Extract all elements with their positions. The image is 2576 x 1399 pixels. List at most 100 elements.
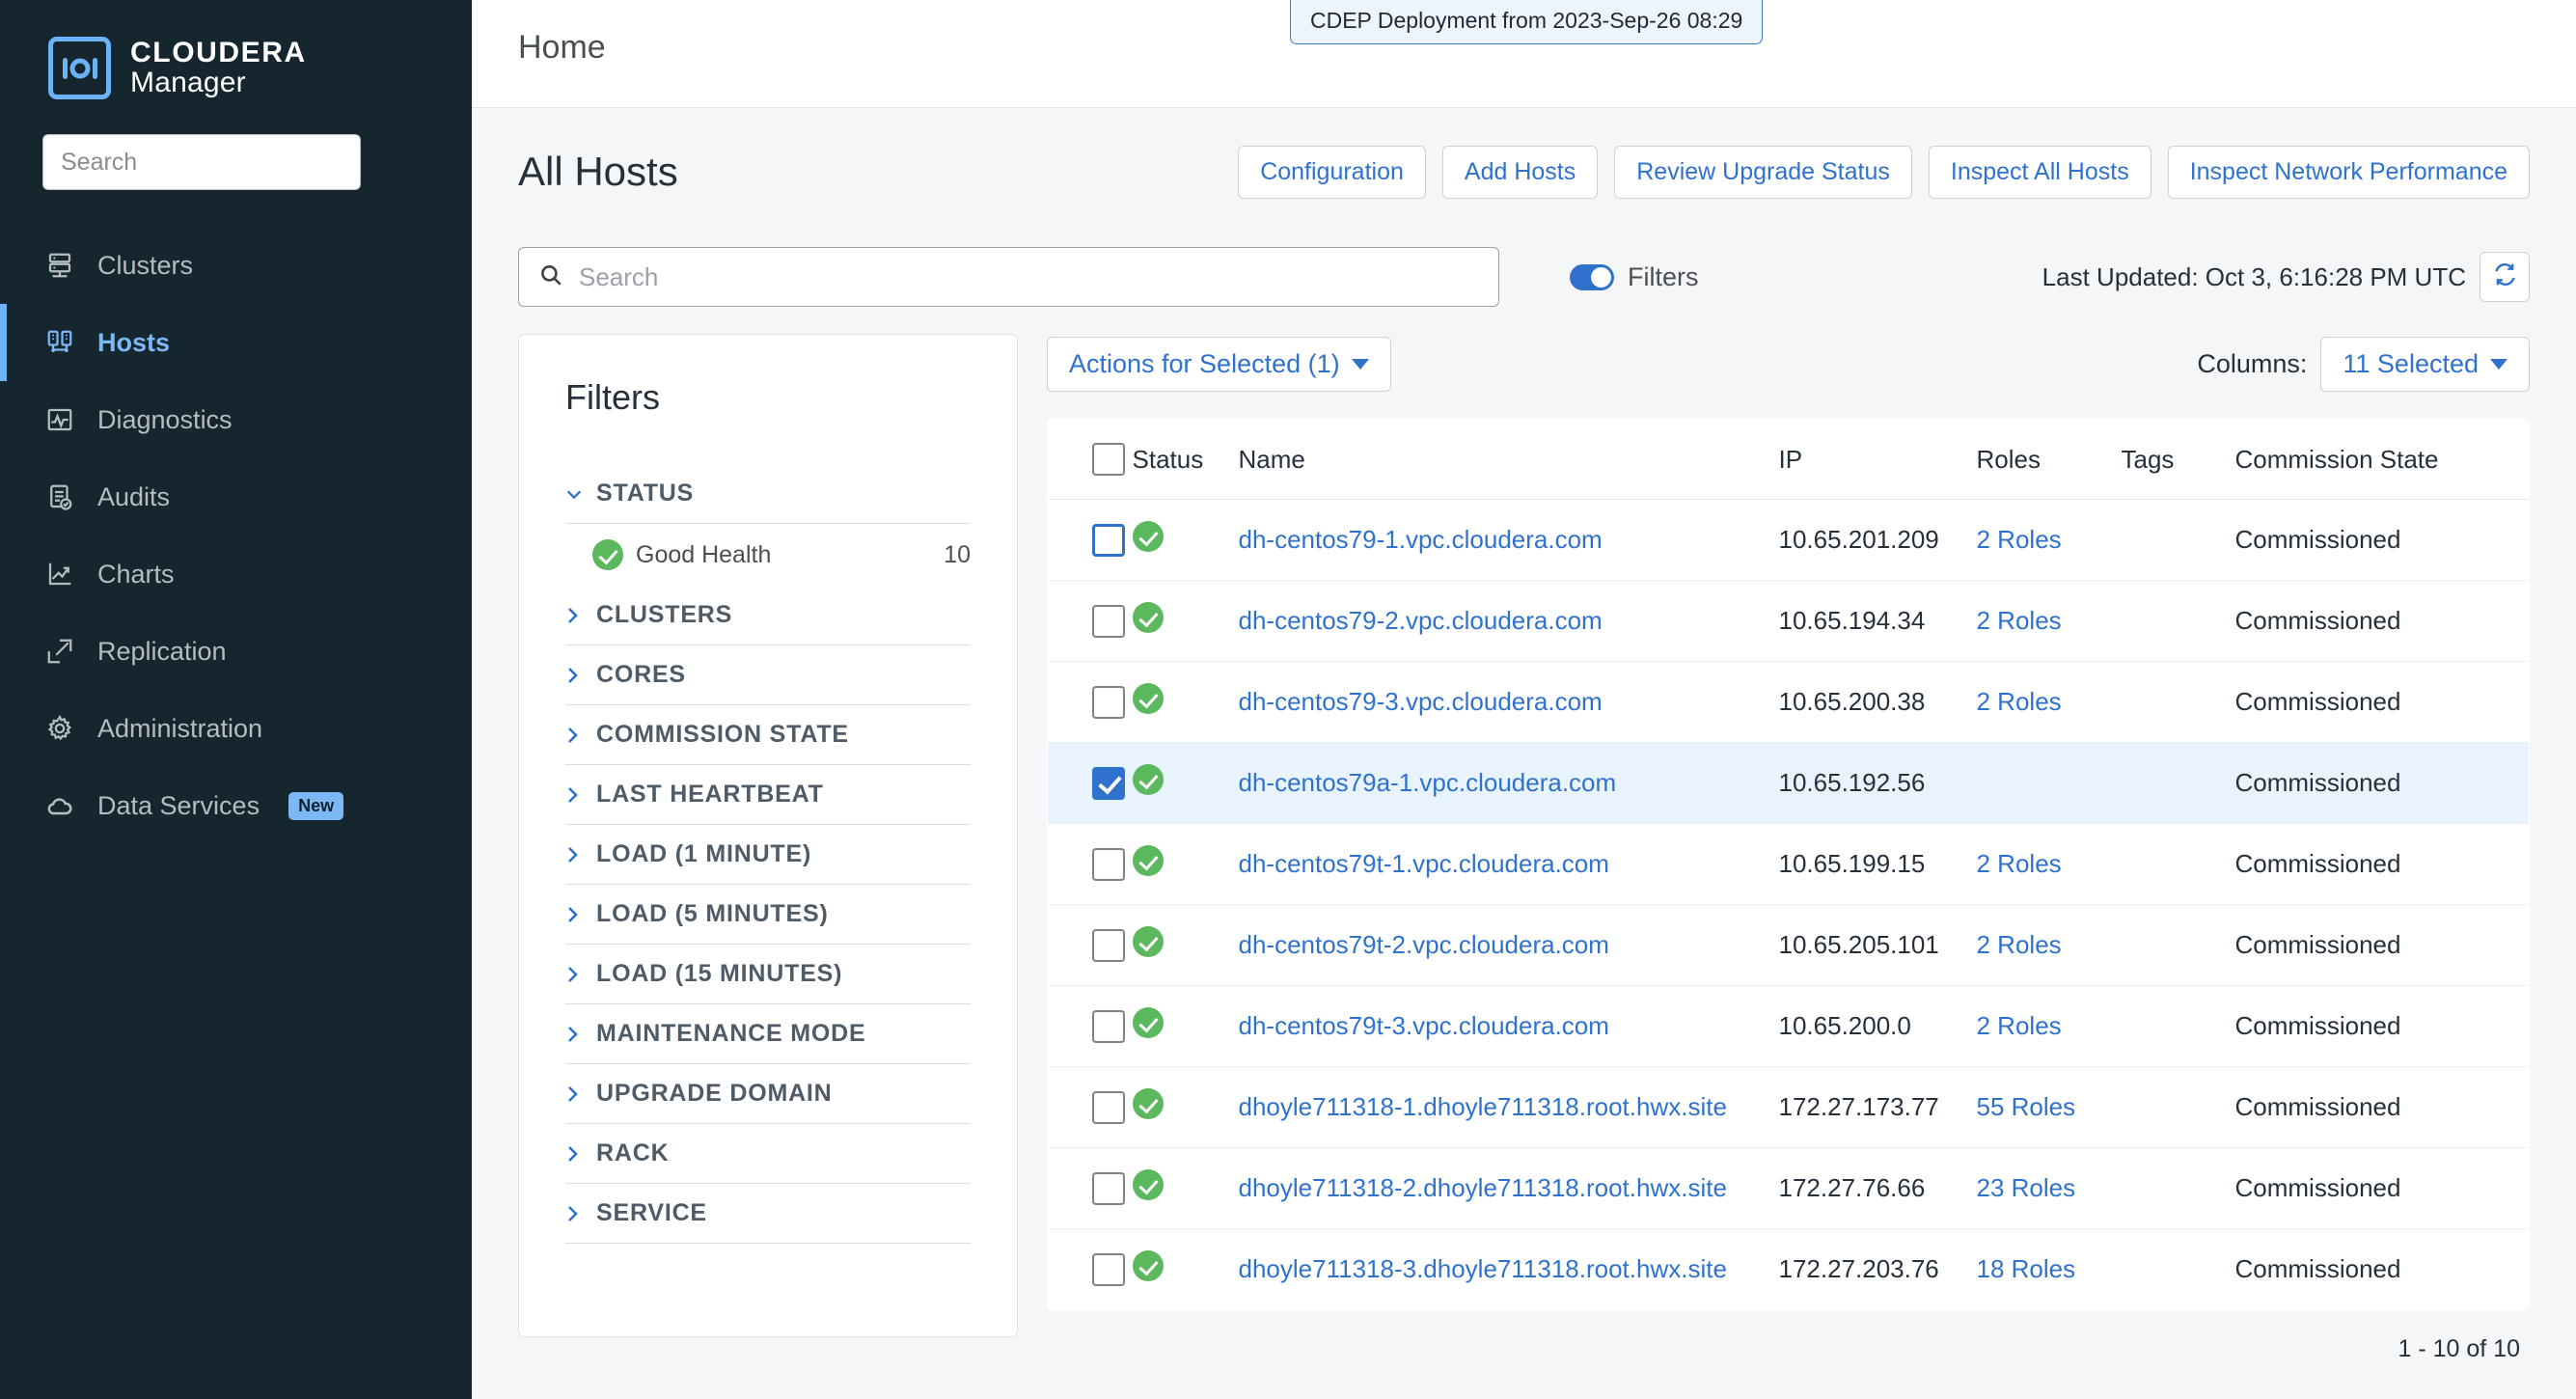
roles-link[interactable]: 23 Roles [1976, 1173, 2076, 1203]
filter-group-load-5-minutes: LOAD (5 MINUTES) [565, 885, 971, 945]
table-row[interactable]: dh-centos79t-3.vpc.cloudera.com 10.65.200… [1048, 985, 2529, 1068]
host-name-link[interactable]: dh-centos79t-1.vpc.cloudera.com [1238, 849, 1609, 879]
roles-link[interactable]: 2 Roles [1976, 606, 2062, 636]
header-tags[interactable]: Tags [2121, 420, 2235, 501]
header-commission-state[interactable]: Commission State [2234, 420, 2529, 501]
sidebar-item-hosts[interactable]: Hosts [0, 304, 472, 381]
filter-group-status-header[interactable]: STATUS [565, 464, 971, 523]
roles-link[interactable]: 2 Roles [1976, 849, 2062, 879]
filter-group-rack-header[interactable]: RACK [565, 1124, 971, 1183]
row-checkbox[interactable] [1092, 1171, 1125, 1205]
table-row[interactable]: dhoyle711318-3.dhoyle711318.root.hwx.sit… [1048, 1229, 2529, 1309]
table-row[interactable]: dh-centos79t-2.vpc.cloudera.com 10.65.205… [1048, 904, 2529, 987]
inspect-network-performance-button[interactable]: Inspect Network Performance [2167, 145, 2530, 199]
table-row[interactable]: dhoyle711318-2.dhoyle711318.root.hwx.sit… [1048, 1147, 2529, 1230]
filter-group-label: CLUSTERS [596, 601, 733, 628]
configuration-button[interactable]: Configuration [1238, 145, 1426, 199]
sidebar-item-clusters[interactable]: Clusters [0, 227, 472, 304]
filter-group-commission-state-header[interactable]: COMMISSION STATE [565, 705, 971, 764]
row-checkbox[interactable] [1092, 1252, 1125, 1286]
filters-toggle-label: Filters [1628, 261, 1699, 291]
table-toolbar: Actions for Selected (1) Columns: 11 Sel… [1047, 334, 2530, 394]
filter-group-cores-header[interactable]: CORES [565, 645, 971, 704]
header-ip[interactable]: IP [1778, 420, 1977, 501]
table-row[interactable]: dh-centos79t-1.vpc.cloudera.com 10.65.199… [1048, 823, 2529, 906]
row-checkbox[interactable] [1092, 685, 1125, 719]
host-name-link[interactable]: dh-centos79-2.vpc.cloudera.com [1238, 606, 1603, 636]
table-row[interactable]: dh-centos79-1.vpc.cloudera.com 10.65.201.… [1048, 499, 2529, 582]
filter-group-upgrade-domain-header[interactable]: UPGRADE DOMAIN [565, 1064, 971, 1123]
select-all-checkbox[interactable] [1092, 443, 1125, 477]
search-input[interactable] [577, 261, 1479, 293]
host-name-link[interactable]: dhoyle711318-1.dhoyle711318.root.hwx.sit… [1238, 1092, 1727, 1122]
filter-group-label: CORES [596, 661, 686, 688]
inspect-all-hosts-button[interactable]: Inspect All Hosts [1928, 145, 2151, 199]
header-roles[interactable]: Roles [1976, 420, 2122, 501]
divider [565, 704, 971, 705]
actions-for-selected-dropdown[interactable]: Actions for Selected (1) [1047, 336, 1391, 392]
roles-link[interactable]: 2 Roles [1976, 1011, 2062, 1041]
filter-group-label: LOAD (5 MINUTES) [596, 900, 829, 927]
sidebar-item-administration[interactable]: Administration [0, 690, 472, 767]
row-commission-state-cell: Commissioned [2234, 1066, 2529, 1149]
host-name-link[interactable]: dh-centos79-3.vpc.cloudera.com [1238, 687, 1603, 717]
table-row[interactable]: dh-centos79-2.vpc.cloudera.com 10.65.194.… [1048, 580, 2529, 663]
brand-logo-block[interactable]: CLOUDERA Manager [0, 0, 472, 99]
sidebar-item-data-services[interactable]: Data Services New [0, 767, 472, 844]
data-services-new-badge: New [288, 791, 344, 820]
roles-link[interactable]: 2 Roles [1976, 930, 2062, 960]
filter-group-load-5-minutes-header[interactable]: LOAD (5 MINUTES) [565, 885, 971, 944]
sidebar-item-diagnostics[interactable]: Diagnostics [0, 381, 472, 458]
filter-group-label: LOAD (1 MINUTE) [596, 840, 812, 867]
row-checkbox[interactable] [1092, 766, 1125, 800]
sidebar-search-input[interactable] [42, 134, 361, 190]
filter-group-service-header[interactable]: SERVICE [565, 1184, 971, 1243]
host-name-link[interactable]: dh-centos79a-1.vpc.cloudera.com [1238, 768, 1617, 798]
table-row[interactable]: dh-centos79a-1.vpc.cloudera.com 10.65.192… [1048, 742, 2529, 825]
filter-group-last-heartbeat-header[interactable]: LAST HEARTBEAT [565, 765, 971, 824]
refresh-button[interactable] [2480, 252, 2530, 302]
filters-toggle-switch[interactable] [1570, 263, 1614, 290]
sidebar-item-audits[interactable]: Audits [0, 458, 472, 535]
filter-group-load-1-minute: LOAD (1 MINUTE) [565, 825, 971, 885]
row-checkbox[interactable] [1092, 1009, 1125, 1043]
row-checkbox[interactable] [1092, 1090, 1125, 1124]
host-name-link[interactable]: dhoyle711318-2.dhoyle711318.root.hwx.sit… [1238, 1173, 1727, 1203]
columns-dropdown[interactable]: 11 Selected [2320, 336, 2530, 392]
roles-link[interactable]: 2 Roles [1976, 687, 2062, 717]
row-status-cell [1132, 904, 1239, 987]
table-row[interactable]: dhoyle711318-1.dhoyle711318.root.hwx.sit… [1048, 1066, 2529, 1149]
roles-link[interactable]: 2 Roles [1976, 525, 2062, 555]
host-name-link[interactable]: dh-centos79t-2.vpc.cloudera.com [1238, 930, 1609, 960]
filters-toggle[interactable]: Filters [1570, 262, 1699, 292]
deployment-badge[interactable]: CDEP Deployment from 2023-Sep-26 08:29 [1290, 0, 1764, 44]
header-status[interactable]: Status [1132, 420, 1239, 501]
roles-link[interactable]: 55 Roles [1976, 1092, 2076, 1122]
row-checkbox[interactable] [1092, 523, 1125, 557]
host-name-link[interactable]: dh-centos79t-3.vpc.cloudera.com [1238, 1011, 1609, 1041]
filter-group-maintenance-mode-header[interactable]: MAINTENANCE MODE [565, 1004, 971, 1063]
row-roles-cell: 2 Roles [1976, 985, 2122, 1068]
host-name-link[interactable]: dhoyle711318-3.dhoyle711318.root.hwx.sit… [1238, 1254, 1727, 1284]
sidebar-item-label: Data Services [97, 790, 260, 820]
sidebar-item-replication[interactable]: Replication [0, 613, 472, 690]
breadcrumb[interactable]: Home [518, 29, 606, 66]
sidebar-item-charts[interactable]: Charts [0, 535, 472, 613]
filter-group-load-1-minute-header[interactable]: LOAD (1 MINUTE) [565, 825, 971, 884]
filter-group-clusters-header[interactable]: CLUSTERS [565, 586, 971, 645]
row-checkbox[interactable] [1092, 604, 1125, 638]
roles-link[interactable]: 18 Roles [1976, 1254, 2076, 1284]
row-ip-cell: 10.65.192.56 [1778, 742, 1977, 825]
add-hosts-button[interactable]: Add Hosts [1441, 145, 1599, 199]
filter-option-good-health[interactable]: Good Health 10 [565, 524, 971, 586]
filter-group-load-15-minutes-header[interactable]: LOAD (15 MINUTES) [565, 945, 971, 1003]
row-name-cell: dhoyle711318-2.dhoyle711318.root.hwx.sit… [1238, 1147, 1779, 1230]
header-name[interactable]: Name [1238, 420, 1779, 501]
review-upgrade-status-button[interactable]: Review Upgrade Status [1614, 145, 1912, 199]
row-checkbox[interactable] [1092, 928, 1125, 962]
table-row[interactable]: dh-centos79-3.vpc.cloudera.com 10.65.200.… [1048, 661, 2529, 744]
row-checkbox[interactable] [1092, 847, 1125, 881]
search-box[interactable] [518, 247, 1499, 307]
host-name-link[interactable]: dh-centos79-1.vpc.cloudera.com [1238, 525, 1603, 555]
row-tags-cell [2122, 1229, 2235, 1309]
